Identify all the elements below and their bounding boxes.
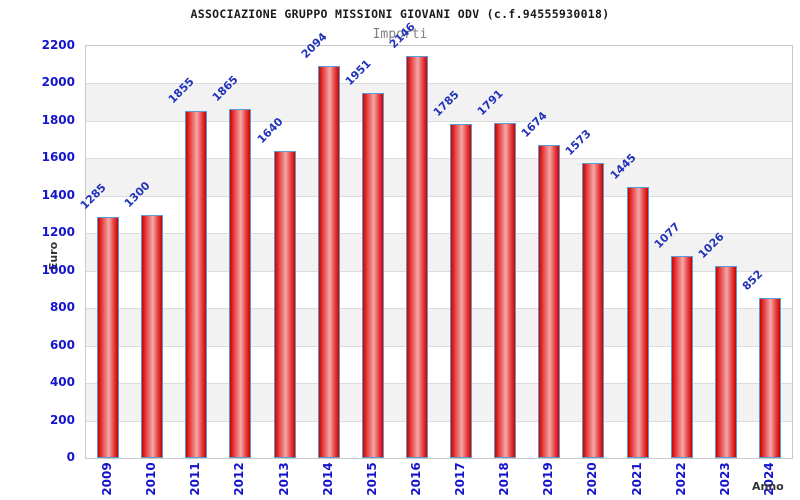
bar-2022: [670, 256, 693, 458]
bar-2021: [626, 187, 649, 458]
x-tick-label: 2016: [408, 462, 423, 496]
y-tick-label: 1000: [41, 262, 75, 277]
plot-band: [86, 46, 792, 84]
bar-2009: [97, 217, 120, 458]
plot-area: 1285 1300 1855 1865 1640 2094 1951 2146 1785 1791…: [78, 20, 793, 459]
bar-2015: [361, 92, 384, 458]
y-tick-label: 1200: [41, 225, 75, 240]
x-tick-label: 2020: [585, 462, 600, 496]
y-tick-label: 0: [66, 450, 75, 464]
x-tick-label: 2014: [320, 462, 335, 496]
bar-2019: [538, 144, 561, 458]
y-tick-label: 2200: [41, 38, 75, 52]
y-tick-label: 1400: [41, 187, 75, 202]
x-tick-label: 2022: [673, 462, 688, 496]
y-tick-label: 400: [49, 375, 75, 390]
x-tick-label: 2013: [276, 462, 291, 496]
gridline: [86, 120, 792, 122]
y-tick-label: 600: [49, 337, 75, 352]
x-tick-label: 2011: [188, 462, 203, 496]
gridline: [86, 270, 792, 272]
gridline: [86, 233, 792, 235]
bar-2013: [273, 150, 296, 458]
bar-2020: [582, 163, 605, 458]
bar-2010: [141, 214, 164, 458]
x-tick-label: 2023: [717, 462, 732, 496]
y-tick-label: 800: [49, 300, 75, 315]
gridline: [86, 83, 792, 85]
gridline: [86, 420, 792, 422]
bar-2017: [450, 123, 473, 458]
x-tick-label: 2017: [453, 462, 468, 496]
x-axis-label: Anno: [752, 480, 784, 493]
y-tick-label: 1800: [41, 112, 75, 127]
bar-2012: [229, 108, 252, 458]
chart-subtitle: Importi: [372, 27, 428, 42]
x-tick-label: 2021: [629, 462, 644, 496]
gridline: [86, 308, 792, 310]
bar-2016: [405, 56, 428, 458]
gridline: [86, 345, 792, 347]
y-tick-label: 1600: [41, 150, 75, 165]
x-tick-label: 2019: [541, 462, 556, 496]
bar-2018: [494, 122, 517, 458]
bar-2024: [758, 298, 781, 458]
bar-2023: [714, 265, 737, 458]
x-tick-label: 2015: [364, 462, 379, 496]
x-tick-label: 2010: [144, 462, 159, 496]
y-tick-label: 200: [49, 412, 75, 427]
bar-2011: [185, 110, 208, 458]
chart-title: ASSOCIAZIONE GRUPPO MISSIONI GIOVANI ODV…: [190, 7, 610, 21]
gridline: [86, 383, 792, 385]
x-tick-label: 2012: [232, 462, 247, 496]
y-tick-label: 2000: [41, 75, 75, 90]
x-tick-label: 2018: [497, 462, 512, 496]
x-tick-label: 2009: [100, 462, 115, 496]
gridline: [86, 195, 792, 197]
bar-2014: [317, 65, 340, 458]
gridline: [86, 158, 792, 160]
